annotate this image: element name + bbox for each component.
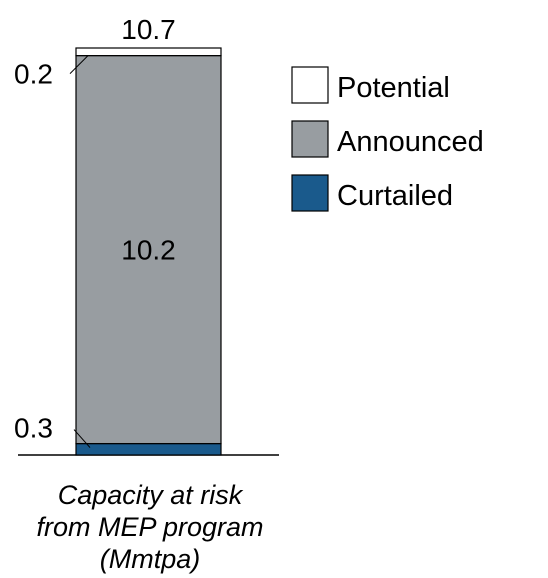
leader-line-potential [69,55,89,74]
category-label: Capacity at risk from MEP program (Mmtpa… [0,479,300,575]
legend-swatch-potential [291,66,329,104]
data-label-announced: 10.2 [121,235,176,266]
category-label-line-3: (Mmtpa) [99,544,201,574]
data-label-curtailed: 0.3 [14,413,53,444]
leader-line-curtailed [73,429,91,448]
legend-label-announced: Announced [337,126,484,158]
legend-swatch-announced [291,120,329,158]
category-label-line-1: Capacity at risk [57,480,243,510]
legend-label-potential: Potential [337,72,450,104]
bar-segment-potential [75,47,222,57]
legend-label-curtailed: Curtailed [337,180,453,212]
total-label: 10.7 [121,14,176,45]
category-label-line-2: from MEP program [36,512,264,542]
legend-swatch-curtailed [291,174,329,212]
data-label-potential: 0.2 [14,59,53,90]
bar-segment-announced [75,55,222,445]
bar-segment-curtailed [75,442,222,456]
